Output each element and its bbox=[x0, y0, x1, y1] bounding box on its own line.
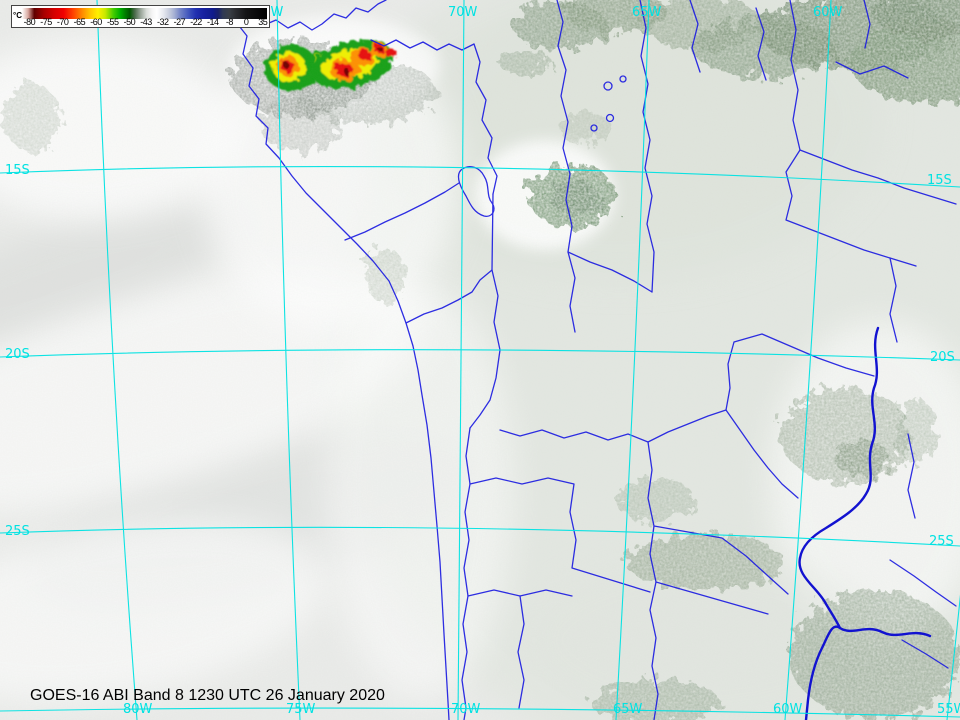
grid-label-bottom-55w: 55W bbox=[937, 702, 960, 717]
border-path bbox=[639, 0, 655, 293]
colorbar-tick: 0 bbox=[243, 17, 249, 27]
border-path bbox=[499, 409, 727, 443]
gridline-70w bbox=[457, 0, 465, 720]
gridline-55w bbox=[946, 594, 960, 720]
colorbar-tick: -43 bbox=[140, 17, 152, 27]
border-path bbox=[907, 433, 916, 519]
border-path bbox=[461, 427, 471, 720]
gridline-15s bbox=[0, 165, 960, 188]
border-path bbox=[889, 257, 898, 343]
boundary-lines bbox=[228, 0, 957, 720]
gridline-60w bbox=[784, 0, 832, 720]
colorbar-tick: -55 bbox=[106, 17, 119, 27]
border-path bbox=[755, 7, 767, 81]
colorbar-tick: 35 bbox=[258, 17, 268, 27]
grid-label-bottom-60w: 60W bbox=[773, 702, 803, 717]
colorbar-tick: -32 bbox=[156, 17, 169, 27]
grid-label-left-25s: 25S bbox=[5, 524, 30, 539]
gridline-30s bbox=[0, 707, 960, 718]
grid-label-right-20s: 20S bbox=[930, 350, 955, 365]
border-path bbox=[785, 149, 917, 267]
border-path bbox=[889, 559, 957, 607]
border-path bbox=[789, 0, 801, 151]
border-path bbox=[725, 409, 799, 499]
small-lake-outline bbox=[619, 75, 627, 83]
border-path bbox=[725, 333, 875, 411]
colorbar-tick: -75 bbox=[40, 17, 52, 27]
grid-label-right-15s: 15S bbox=[927, 173, 952, 188]
small-lake-outline bbox=[605, 113, 615, 123]
colorbar-tick: -22 bbox=[190, 17, 202, 27]
gridline-80w bbox=[96, 0, 138, 720]
colorbar-tick: -80 bbox=[23, 17, 36, 27]
border-path bbox=[556, 0, 576, 333]
grid-label-bottom-70w: 70W bbox=[451, 702, 481, 717]
grid-label-top-60w: 60W bbox=[813, 5, 843, 20]
border-path bbox=[799, 149, 957, 205]
border-path bbox=[567, 251, 653, 293]
small-lake-outline bbox=[603, 81, 613, 91]
colorbar-tick: -27 bbox=[173, 17, 186, 27]
colorbar-tick: -8 bbox=[225, 17, 234, 27]
border-path bbox=[689, 0, 701, 73]
border-path bbox=[901, 639, 949, 669]
colorbar-tick-row: -80 -75 -70 -65 -60 -55 -50 -43 -32 -27 … bbox=[21, 17, 271, 27]
paraguay-river bbox=[798, 326, 880, 560]
border-path bbox=[655, 581, 769, 615]
grid-label-right-25s: 25S bbox=[929, 534, 954, 549]
colorbar-gradient-strip bbox=[22, 8, 267, 19]
gridline-75w bbox=[276, 0, 301, 720]
grid-label-bottom-80w: 80W bbox=[123, 702, 153, 717]
gridline-20s bbox=[0, 349, 960, 361]
parana-river bbox=[804, 625, 842, 720]
border-path bbox=[473, 43, 498, 195]
grid-label-left-15s: 15S bbox=[5, 163, 30, 178]
border-path bbox=[517, 595, 525, 709]
colorbar-tick: -65 bbox=[73, 17, 86, 27]
gridline-25s bbox=[0, 526, 960, 547]
colorbar-tick: -14 bbox=[206, 17, 219, 27]
river-lines bbox=[798, 326, 932, 720]
colorbar-unit-label: °C bbox=[13, 11, 22, 20]
grid-label-bottom-75w: 75W bbox=[286, 702, 316, 717]
border-path bbox=[863, 0, 871, 49]
grid-label-left-20s: 20S bbox=[5, 347, 30, 362]
small-lake-outline bbox=[590, 124, 598, 132]
grid-label-bottom-65w: 65W bbox=[613, 702, 643, 717]
grid-label-top-70w: 70W bbox=[448, 5, 478, 20]
border-path bbox=[469, 477, 651, 593]
colorbar-tick: -70 bbox=[56, 17, 69, 27]
gridline-65w bbox=[615, 0, 650, 720]
border-path bbox=[344, 182, 460, 241]
border-path bbox=[653, 525, 789, 595]
border-path bbox=[835, 61, 909, 79]
coastline-path bbox=[228, 5, 450, 720]
colorbar-tick: -50 bbox=[123, 17, 136, 27]
grid-label-top-65w: 65W bbox=[632, 5, 662, 20]
border-path bbox=[405, 193, 494, 324]
border-path bbox=[370, 39, 475, 51]
colorbar: °C -80 -75 -70 -65 -60 -55 -50 -43 -32 -… bbox=[11, 5, 270, 28]
colorbar-tick: -60 bbox=[90, 17, 102, 27]
image-caption: GOES-16 ABI Band 8 1230 UTC 26 January 2… bbox=[30, 687, 385, 704]
border-path bbox=[469, 269, 501, 429]
